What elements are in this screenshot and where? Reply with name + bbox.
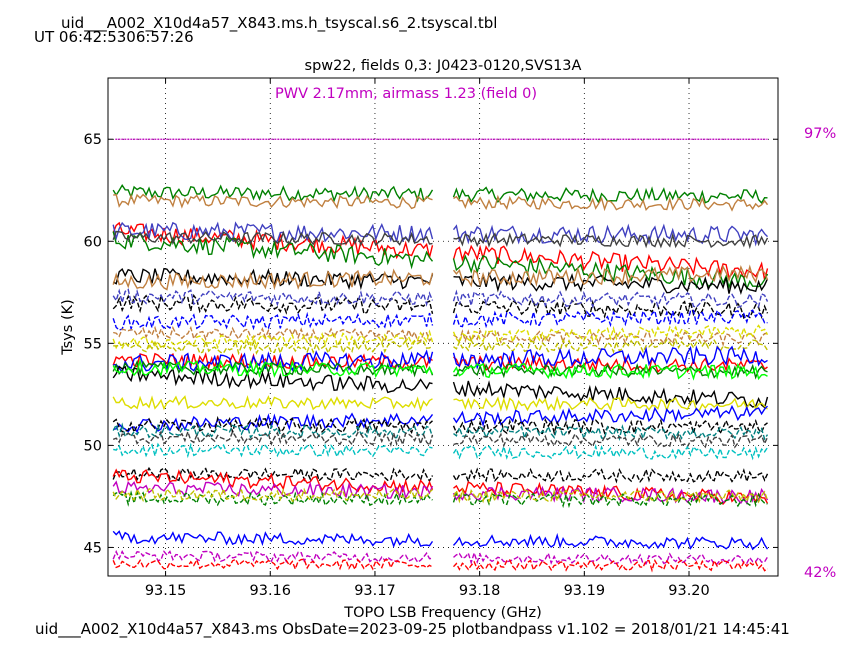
series-line-24-segment-0 bbox=[113, 442, 433, 459]
series-line-17-segment-0 bbox=[112, 365, 433, 394]
pwv-annotation: PWV 2.17mm, airmass 1.23 (field 0) bbox=[275, 86, 537, 102]
series-line-22-segment-1 bbox=[453, 424, 769, 442]
ut-time-range: UT 06:42:5306:57:26 bbox=[34, 28, 194, 46]
series-line-25-segment-1 bbox=[452, 467, 769, 484]
series-line-3-segment-0 bbox=[112, 221, 434, 244]
series-line-19-segment-1 bbox=[453, 395, 769, 413]
series-line-32-segment-0 bbox=[112, 558, 433, 572]
series-line-1-segment-1 bbox=[453, 194, 769, 212]
series-line-18-segment-0 bbox=[112, 358, 434, 379]
series-line-8-segment-0 bbox=[112, 293, 434, 315]
ticks-layer: 93.15 93.16 93.17 93.18 93.19 93.20 45 50 55 60 65 bbox=[84, 78, 778, 599]
series-line-28-segment-1 bbox=[452, 491, 768, 509]
series-line-28-segment-0 bbox=[112, 490, 433, 507]
series-line-16-segment-0 bbox=[112, 359, 434, 378]
series-line-31-segment-1 bbox=[453, 550, 769, 566]
series-line-1-segment-0 bbox=[113, 193, 433, 210]
series-line-14-segment-0 bbox=[112, 352, 433, 371]
series-line-23-segment-1 bbox=[453, 432, 769, 449]
plot-frame bbox=[107, 77, 779, 577]
series-line-31-segment-0 bbox=[112, 549, 433, 564]
series-line-21-segment-1 bbox=[452, 417, 768, 436]
series-line-17-segment-1 bbox=[452, 380, 769, 409]
series-line-18-segment-1 bbox=[452, 361, 768, 381]
series-line-11-segment-0 bbox=[113, 325, 434, 344]
series-line-5-segment-1 bbox=[453, 232, 769, 250]
series-line-10-segment-1 bbox=[452, 309, 768, 329]
series-line-7-segment-0 bbox=[112, 268, 434, 291]
y-tick-label: 50 bbox=[84, 438, 102, 454]
x-tick-label: 93.15 bbox=[145, 583, 187, 599]
plot-area bbox=[108, 78, 778, 576]
series-line-15-segment-1 bbox=[452, 345, 768, 370]
series-line-3-segment-1 bbox=[452, 223, 768, 247]
series-line-9-segment-1 bbox=[452, 289, 769, 309]
series-line-29-segment-0 bbox=[112, 486, 433, 502]
y-axis-label: Tsys (K) bbox=[60, 299, 76, 356]
x-tick-label: 93.17 bbox=[354, 583, 396, 599]
series-line-2-segment-1 bbox=[452, 244, 769, 281]
series-line-0-segment-0 bbox=[112, 183, 434, 203]
series-line-6-segment-1 bbox=[453, 271, 769, 296]
series-line-4-segment-0 bbox=[112, 231, 434, 270]
series-line-24-segment-1 bbox=[452, 443, 769, 461]
series-line-10-segment-0 bbox=[112, 311, 434, 332]
table-filename: uid___A002_X10d4a57_X843.ms.h_tsyscal.s6… bbox=[61, 14, 498, 32]
x-tick-label: 93.20 bbox=[668, 583, 710, 599]
series-line-8-segment-1 bbox=[452, 299, 769, 320]
transmission-bottom-label: 42% bbox=[804, 565, 836, 581]
series-line-12-segment-0 bbox=[112, 329, 434, 350]
chart-title: spw22, fields 0,3: J0423-0120,SVS13A bbox=[305, 58, 582, 74]
series-line-11-segment-1 bbox=[453, 329, 768, 347]
series-line-25-segment-0 bbox=[112, 466, 434, 483]
series-layer bbox=[112, 183, 769, 573]
series-line-20-segment-0 bbox=[113, 412, 434, 434]
x-tick-label: 93.16 bbox=[250, 583, 292, 599]
footer-info: uid___A002_X10d4a57_X843.ms ObsDate=2023… bbox=[35, 620, 790, 638]
series-line-27-segment-0 bbox=[112, 480, 434, 502]
series-line-19-segment-0 bbox=[112, 395, 433, 412]
series-line-9-segment-0 bbox=[112, 288, 434, 307]
series-line-13-segment-1 bbox=[453, 337, 769, 354]
x-tick-label: 93.19 bbox=[564, 583, 606, 599]
series-line-16-segment-1 bbox=[453, 363, 768, 380]
x-tick-label: 93.18 bbox=[459, 583, 501, 599]
series-line-30-segment-1 bbox=[452, 532, 769, 551]
y-tick-label: 45 bbox=[84, 540, 102, 556]
series-line-30-segment-0 bbox=[112, 530, 434, 549]
series-line-20-segment-1 bbox=[452, 404, 769, 428]
series-line-32-segment-1 bbox=[452, 558, 768, 573]
series-line-29-segment-1 bbox=[452, 487, 769, 504]
series-line-23-segment-0 bbox=[112, 429, 434, 448]
y-tick-label: 65 bbox=[84, 132, 102, 148]
series-line-7-segment-1 bbox=[452, 264, 769, 288]
series-line-13-segment-0 bbox=[113, 338, 433, 356]
x-axis-label: TOPO LSB Frequency (GHz) bbox=[343, 605, 541, 621]
y-tick-label: 60 bbox=[84, 234, 102, 250]
transmission-top-label: 97% bbox=[804, 126, 836, 142]
series-line-5-segment-0 bbox=[112, 230, 433, 247]
series-line-21-segment-0 bbox=[112, 415, 433, 435]
series-line-12-segment-1 bbox=[452, 324, 769, 344]
y-tick-label: 55 bbox=[84, 336, 102, 352]
